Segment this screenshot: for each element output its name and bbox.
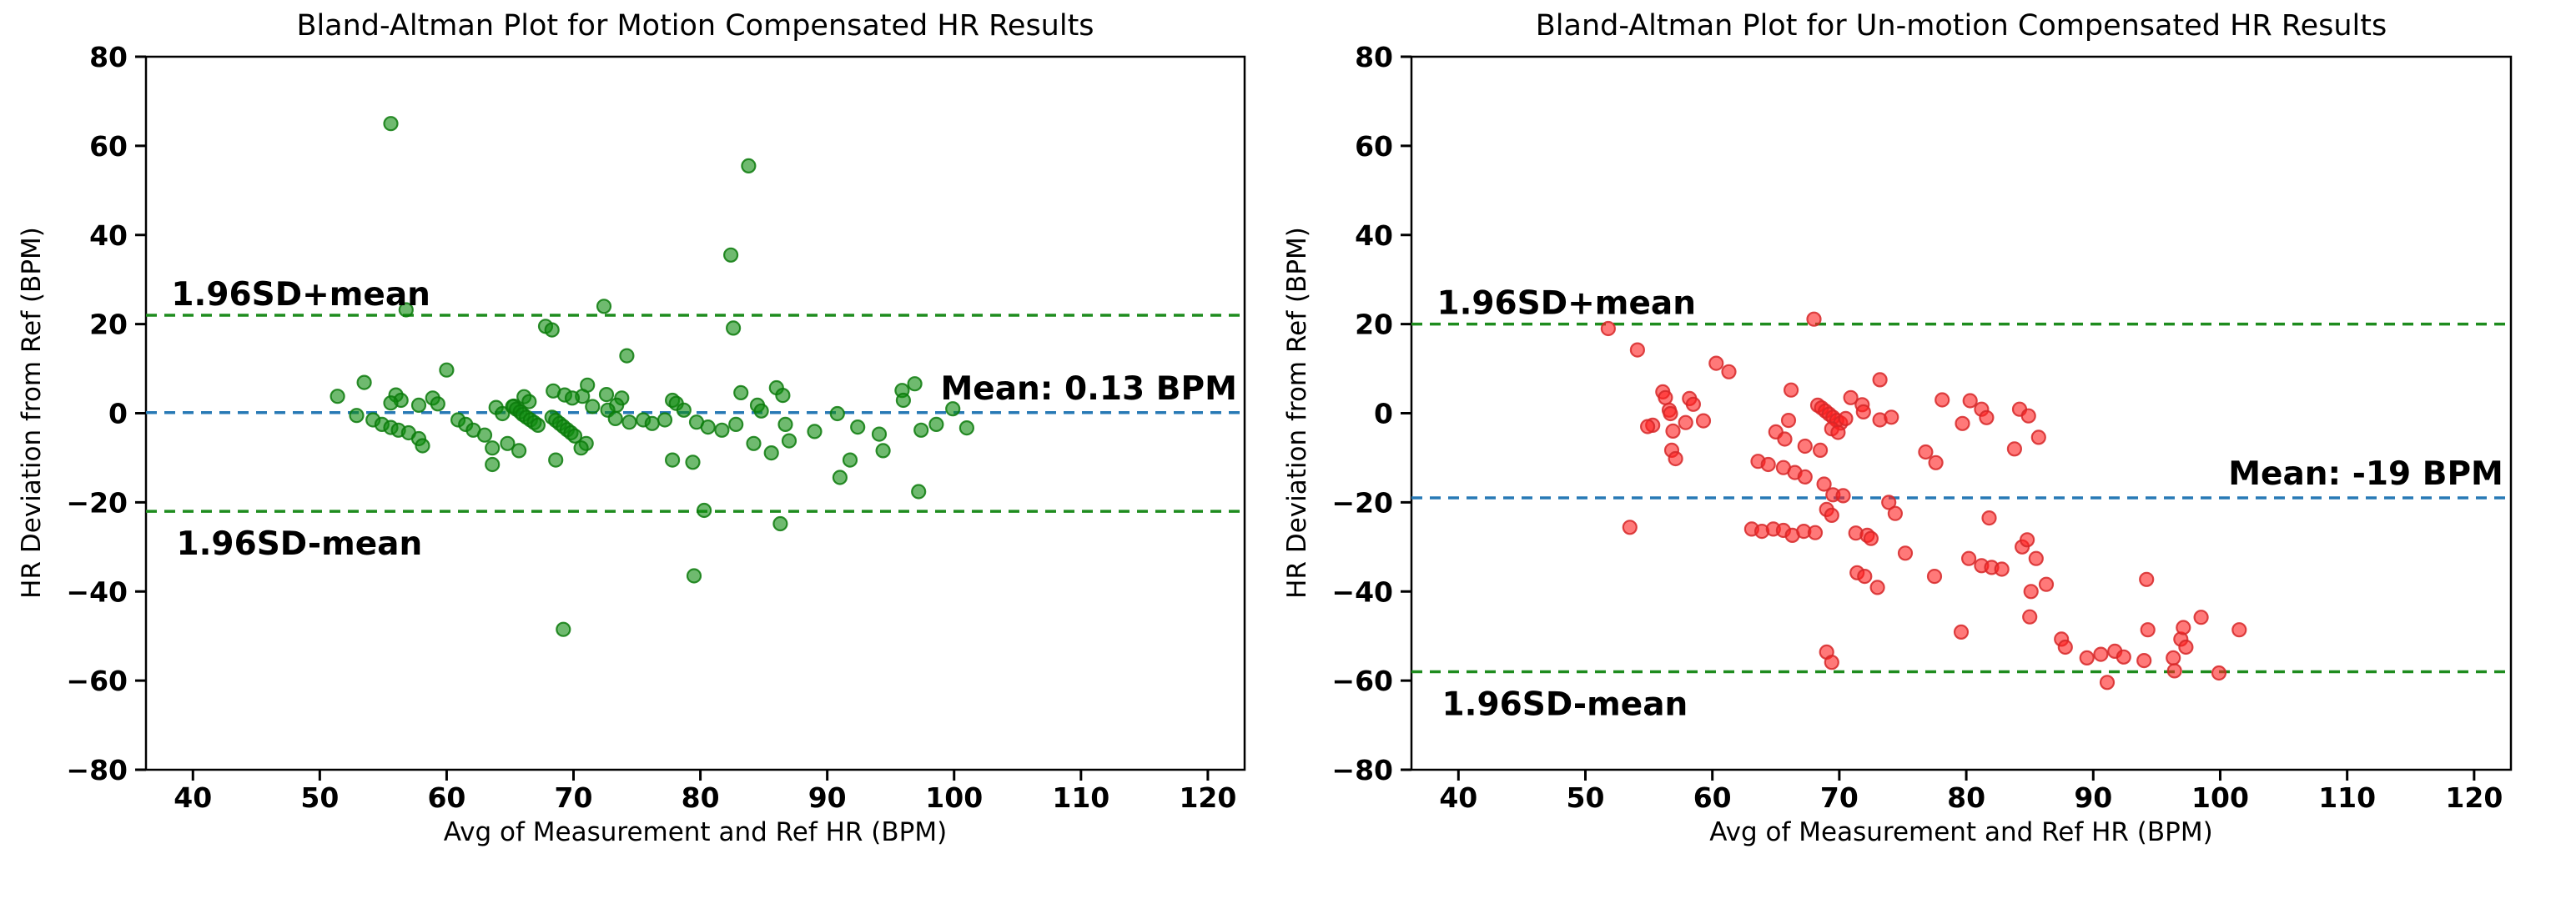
data-point [781,433,797,449]
y-tick-label: −60 [66,665,128,697]
data-point [725,320,742,336]
data-point [895,392,912,409]
data-point [714,422,730,438]
left-plot-title: Bland-Altman Plot for Motion Compensated… [296,9,1094,43]
data-point [832,470,848,485]
data-point [829,405,845,422]
data-point [495,405,511,422]
data-point [511,443,527,459]
data-point [753,403,769,419]
data-point [696,502,712,519]
data-point [772,515,788,532]
data-point [521,394,537,409]
data-point [476,427,493,443]
data-point [763,444,779,461]
y-tick-label: −80 [66,754,128,786]
x-tick-label: 60 [427,781,465,814]
data-point [500,435,516,451]
data-point [875,443,891,459]
upper-limit-label: 1.96SD+mean [171,276,430,314]
y-tick-label: −40 [66,575,128,608]
data-point [842,452,858,468]
data-point [485,456,501,473]
data-point [585,399,601,414]
left-x-axis-label: Avg of Measurement and Ref HR (BPM) [443,817,948,847]
data-point [415,438,430,454]
data-point [741,158,757,173]
y-tick-label: −20 [66,486,128,519]
data-point [911,484,927,500]
data-point [871,426,888,442]
data-point [544,322,560,338]
data-point [383,395,399,411]
data-point [439,362,455,378]
data-point [907,376,923,392]
data-point [700,419,716,435]
data-point [928,416,944,432]
data-point [775,388,791,404]
data-point [850,419,866,435]
data-point [546,383,561,399]
data-point [676,402,692,418]
data-point [728,416,744,432]
x-tick-label: 80 [682,781,720,814]
scatter-points [330,116,975,637]
data-point [945,401,961,417]
data-point [598,387,615,403]
x-tick-label: 100 [925,781,983,814]
data-point [573,440,589,456]
data-point [556,621,571,637]
data-point [913,422,929,438]
data-point [722,247,739,263]
data-point [548,452,564,468]
data-point [686,568,702,584]
x-tick-label: 40 [174,781,212,814]
data-point [664,452,681,468]
data-point [596,299,612,314]
data-point [330,389,345,404]
data-point [410,397,427,413]
lower-limit-label: 1.96SD-mean [176,525,422,563]
y-tick-label: 40 [89,219,128,252]
right-plot-title: Bland-Altman Plot for Un-motion Compensa… [1535,9,2387,43]
data-point [430,396,445,412]
data-point [644,415,660,431]
data-point [685,455,701,470]
data-point [566,428,583,444]
x-tick-label: 70 [555,781,593,814]
data-point [530,417,546,433]
data-point [356,374,372,390]
y-tick-label: 80 [89,41,128,73]
data-point [733,384,749,400]
x-tick-label: 120 [1179,781,1236,814]
data-point [657,412,673,428]
data-point [958,419,975,436]
data-point [619,348,635,364]
data-point [564,390,581,406]
x-tick-label: 50 [300,781,339,814]
data-point [807,424,823,439]
y-tick-label: 60 [89,130,128,163]
data-point [607,410,623,426]
axes-box [144,55,1246,771]
mean-label: Mean: 0.13 BPM [940,370,1236,408]
data-point [746,435,762,451]
right-x-axis-label: Avg of Measurement and Ref HR (BPM) [1709,817,2213,847]
y-tick-label: 0 [108,398,128,430]
y-tick-label: 20 [89,309,128,341]
data-point [777,416,793,432]
data-point [383,116,399,132]
x-tick-label: 90 [808,781,847,814]
x-tick-label: 110 [1052,781,1109,814]
data-point [485,440,501,456]
data-point [398,302,414,318]
data-point [621,414,637,430]
data-point [349,408,365,424]
